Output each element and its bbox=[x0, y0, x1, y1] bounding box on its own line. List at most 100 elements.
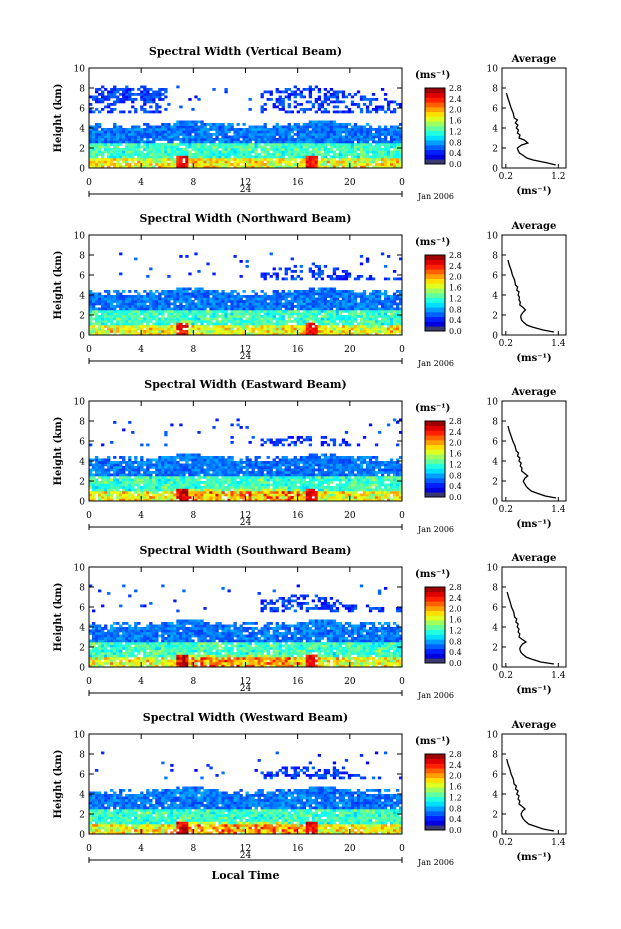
average-x-tick-label: 1.4 bbox=[551, 505, 566, 515]
colorbar-tick-label: 0.4 bbox=[449, 815, 462, 824]
average-profile-line bbox=[506, 591, 554, 665]
colorbar-tick-label: 2.8 bbox=[449, 417, 462, 426]
x-tick-label: 4 bbox=[138, 677, 144, 687]
date-label: Jan 2006 bbox=[417, 192, 454, 201]
average-y-tick-label: 0 bbox=[492, 332, 498, 342]
day-label: 24 bbox=[240, 352, 252, 362]
average-y-tick-label: 10 bbox=[487, 65, 499, 75]
x-tick-label: 20 bbox=[344, 345, 356, 355]
y-axis-label: Height (km) bbox=[53, 84, 64, 153]
colorbar bbox=[424, 586, 446, 664]
x-tick-label: 12 bbox=[240, 844, 251, 854]
colorbar-tick-label: 1.2 bbox=[449, 127, 462, 136]
x-tick-label: 4 bbox=[138, 844, 144, 854]
y-tick-label: 0 bbox=[79, 332, 85, 342]
average-x-tick-label: 1.4 bbox=[551, 838, 566, 848]
x-tick-label: 8 bbox=[190, 178, 196, 188]
y-tick-label: 10 bbox=[74, 731, 86, 741]
average-title: Average bbox=[511, 54, 557, 65]
y-tick-label: 8 bbox=[79, 418, 85, 428]
y-tick-label: 6 bbox=[79, 272, 85, 282]
colorbar-unit: (ms⁻¹) bbox=[415, 70, 450, 81]
y-tick-label: 2 bbox=[79, 478, 85, 488]
average-y-tick-label: 0 bbox=[492, 498, 498, 508]
colorbar-tick-label: 1.6 bbox=[449, 616, 462, 625]
y-tick-label: 0 bbox=[79, 498, 85, 508]
x-tick-label: 16 bbox=[292, 677, 304, 687]
average-y-tick-label: 6 bbox=[492, 771, 498, 781]
date-label: Jan 2006 bbox=[417, 858, 454, 867]
x-tick-label: 0 bbox=[399, 178, 405, 188]
average-frame bbox=[501, 566, 567, 668]
average-y-tick-label: 8 bbox=[492, 252, 498, 262]
y-tick-label: 6 bbox=[79, 105, 85, 115]
colorbar-tick-label: 2.4 bbox=[449, 428, 462, 437]
panel-2: Spectral Width (Eastward Beam)0246810Hei… bbox=[53, 378, 567, 534]
average-x-tick-label: 1.4 bbox=[551, 671, 566, 681]
average-y-tick-label: 2 bbox=[492, 478, 498, 488]
colorbar bbox=[424, 753, 446, 831]
y-axis-label: Height (km) bbox=[53, 251, 64, 320]
x-tick-label: 0 bbox=[399, 677, 405, 687]
colorbar-tick-label: 0.8 bbox=[449, 804, 462, 813]
colorbar-tick-label: 2.0 bbox=[449, 106, 462, 115]
y-tick-label: 4 bbox=[79, 791, 85, 801]
colorbar-tick-label: 2.4 bbox=[449, 594, 462, 603]
colorbar-tick-label: 0.8 bbox=[449, 471, 462, 480]
colorbar-unit: (ms⁻¹) bbox=[415, 403, 450, 414]
x-tick-label: 12 bbox=[240, 677, 251, 687]
average-y-tick-label: 4 bbox=[492, 458, 498, 468]
average-title: Average bbox=[511, 387, 557, 398]
average-x-label: (ms⁻¹) bbox=[516, 519, 551, 530]
y-tick-label: 0 bbox=[79, 664, 85, 674]
y-tick-label: 2 bbox=[79, 811, 85, 821]
panel-0: Spectral Width (Vertical Beam)0246810Hei… bbox=[53, 45, 567, 201]
colorbar-tick-label: 0.0 bbox=[449, 327, 462, 336]
average-x-tick-label: 0.2 bbox=[499, 838, 513, 848]
y-tick-label: 6 bbox=[79, 604, 85, 614]
average-y-tick-label: 2 bbox=[492, 644, 498, 654]
colorbar-tick-label: 1.2 bbox=[449, 460, 462, 469]
average-x-label: (ms⁻¹) bbox=[516, 353, 551, 364]
y-tick-label: 4 bbox=[79, 292, 85, 302]
colorbar-tick-label: 0.8 bbox=[449, 637, 462, 646]
average-profile-line bbox=[506, 758, 555, 832]
colorbar-tick-label: 0.0 bbox=[449, 160, 462, 169]
average-x-tick-label: 0.2 bbox=[499, 671, 513, 681]
y-tick-label: 10 bbox=[74, 232, 86, 242]
average-y-tick-label: 6 bbox=[492, 438, 498, 448]
colorbar-tick-label: 1.6 bbox=[449, 783, 462, 792]
x-tick-label: 16 bbox=[292, 178, 304, 188]
x-tick-label: 4 bbox=[138, 345, 144, 355]
colorbar-tick-label: 2.0 bbox=[449, 439, 462, 448]
average-y-tick-label: 2 bbox=[492, 145, 498, 155]
colorbar-tick-label: 2.8 bbox=[449, 84, 462, 93]
x-tick-label: 12 bbox=[240, 345, 251, 355]
y-tick-label: 10 bbox=[74, 564, 86, 574]
day-label: 24 bbox=[240, 185, 252, 195]
colorbar-tick-label: 0.4 bbox=[449, 482, 462, 491]
y-tick-label: 10 bbox=[74, 65, 86, 75]
average-title: Average bbox=[511, 720, 557, 731]
heatmap-cells bbox=[89, 584, 403, 668]
average-y-tick-label: 10 bbox=[487, 232, 499, 242]
y-tick-label: 4 bbox=[79, 125, 85, 135]
colorbar-tick-label: 2.0 bbox=[449, 605, 462, 614]
x-tick-label: 0 bbox=[86, 677, 92, 687]
y-tick-label: 2 bbox=[79, 644, 85, 654]
y-tick-label: 8 bbox=[79, 85, 85, 95]
heatmap-cells bbox=[89, 418, 403, 502]
y-tick-label: 4 bbox=[79, 624, 85, 634]
colorbar-tick-label: 1.6 bbox=[449, 450, 462, 459]
colorbar bbox=[424, 420, 446, 498]
x-tick-label: 8 bbox=[190, 345, 196, 355]
colorbar-tick-label: 1.6 bbox=[449, 117, 462, 126]
colorbar-tick-label: 1.6 bbox=[449, 284, 462, 293]
x-tick-label: 16 bbox=[292, 844, 304, 854]
colorbar-tick-label: 0.4 bbox=[449, 316, 462, 325]
x-tick-label: 0 bbox=[399, 844, 405, 854]
x-tick-label: 0 bbox=[399, 511, 405, 521]
colorbar-tick-label: 2.0 bbox=[449, 273, 462, 282]
panel-title: Spectral Width (Eastward Beam) bbox=[144, 378, 346, 391]
y-tick-label: 8 bbox=[79, 584, 85, 594]
